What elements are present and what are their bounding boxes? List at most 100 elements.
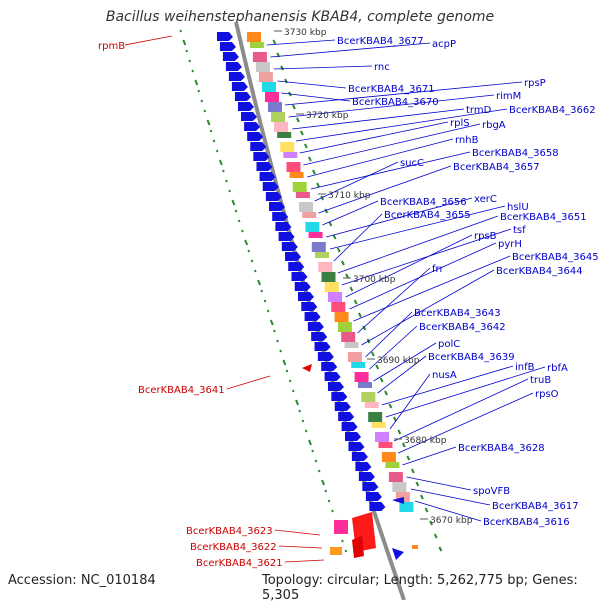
gc-skew-mark (285, 369, 289, 373)
forward-gene-label[interactable]: BcerKBAB4_3642 (419, 322, 506, 333)
forward-gene-label[interactable]: pyrH (498, 239, 522, 250)
gene-track (216, 32, 418, 560)
reverse-gene-label[interactable]: BcerKBAB4_3623 (186, 526, 273, 537)
gc-content-mark (370, 351, 375, 357)
reverse-gene-label[interactable]: BcerKBAB4_3622 (190, 542, 277, 553)
gc-content-mark (349, 286, 354, 292)
gene-feature-block (347, 352, 362, 362)
gene-feature-block (258, 72, 273, 82)
forward-gene-label[interactable]: BcerKBAB4_3628 (458, 443, 545, 454)
forward-gene-label[interactable]: BcerKBAB4_3643 (414, 308, 501, 319)
gc-skew-mark (266, 309, 270, 313)
forward-gene-arrow (247, 132, 264, 141)
forward-gene-arrow (358, 472, 375, 481)
forward-gene-label[interactable]: rpsP (524, 78, 546, 89)
reverse-gene-label[interactable]: BcerKBAB4_3621 (196, 558, 283, 569)
gc-skew-mark (282, 359, 287, 366)
leader-line (299, 121, 449, 154)
gc-content-mark (316, 182, 320, 188)
forward-gene-label[interactable]: acpP (432, 39, 456, 50)
forward-gene-label[interactable]: BcerKBAB4_3677 (337, 36, 424, 47)
gc-skew-mark (324, 489, 328, 493)
forward-gene-arrow (256, 162, 273, 171)
leader-line (345, 234, 473, 298)
forward-gene-label[interactable]: BcerKBAB4_3639 (428, 352, 515, 363)
forward-gene-arrow (392, 548, 404, 560)
gc-skew-mark (225, 179, 228, 183)
forward-gene-label[interactable]: frr (432, 264, 444, 275)
forward-gene-label[interactable]: BcerKBAB4_3644 (496, 266, 583, 277)
gc-content-mark (332, 234, 337, 240)
forward-gene-arrow (369, 502, 386, 511)
gc-skew-mark (311, 449, 314, 453)
gc-content-mark (336, 247, 341, 253)
forward-gene-label[interactable]: nusA (432, 370, 457, 381)
reverse-gene-label[interactable]: BcerKBAB4_3641 (138, 385, 225, 396)
forward-gene-label[interactable]: rnc (374, 62, 390, 73)
forward-gene-arrow (294, 282, 311, 291)
gc-content-mark (401, 442, 406, 448)
forward-gene-label[interactable]: BcerKBAB4_3617 (492, 501, 579, 512)
forward-gene-label[interactable]: BcerKBAB4_3671 (348, 84, 435, 95)
gene-feature-block (399, 502, 414, 512)
forward-gene-label[interactable]: BcerKBAB4_3670 (352, 97, 439, 108)
forward-gene-label[interactable]: rnhB (455, 135, 479, 146)
gc-content-mark (397, 429, 402, 435)
scale-label: 3700 kbp (353, 275, 396, 285)
gc-skew-mark (209, 129, 213, 133)
forward-gene-label[interactable]: BcerKBAB4_3616 (483, 517, 570, 528)
forward-gene-label[interactable]: BcerKBAB4_3645 (512, 252, 599, 263)
gene-feature-block (331, 302, 346, 312)
scale-label: 3720 kbp (306, 111, 349, 121)
forward-gene-label[interactable]: rbfA (547, 363, 568, 374)
gc-skew-mark (237, 219, 241, 223)
forward-gene-arrow (219, 42, 236, 51)
forward-gene-arrow (275, 222, 292, 231)
gc-content-mark (415, 481, 420, 487)
forward-gene-label[interactable]: infB (515, 362, 535, 373)
gc-skew-mark (203, 109, 207, 113)
gc-skew-mark (218, 159, 223, 166)
leader-line (406, 476, 472, 491)
gene-feature-block (361, 392, 376, 402)
forward-gene-label[interactable]: sucC (400, 158, 424, 169)
gene-feature-block (371, 422, 386, 428)
forward-gene-label[interactable]: hslU (507, 202, 529, 213)
forward-gene-label[interactable]: BcerKBAB4_3662 (509, 105, 596, 116)
forward-gene-label[interactable]: rbgA (482, 120, 506, 131)
gc-skew-mark (197, 89, 201, 93)
forward-gene-arrow (269, 202, 286, 211)
forward-gene-label[interactable]: rpsB (474, 231, 497, 242)
forward-gene-label[interactable]: trmD (466, 105, 492, 116)
leader-line (393, 378, 529, 442)
forward-gene-label[interactable]: tsf (513, 225, 526, 236)
leader-line (310, 151, 471, 190)
reverse-gene-label[interactable]: rpmB (98, 41, 125, 52)
forward-gene-label[interactable]: BcerKBAB4_3658 (472, 148, 559, 159)
gc-skew-mark (253, 269, 257, 273)
forward-gene-label[interactable]: rpsO (535, 389, 559, 400)
forward-gene-label[interactable]: BcerKBAB4_3655 (384, 210, 471, 221)
forward-gene-label[interactable]: polC (438, 339, 460, 350)
forward-gene-label[interactable]: spoVFB (473, 486, 510, 497)
leader-line (318, 165, 452, 214)
reverse-gene-arrows-2 (352, 536, 364, 558)
forward-gene-label[interactable]: BcerKBAB4_3651 (500, 212, 587, 223)
forward-gene-label[interactable]: BcerKBAB4_3657 (453, 162, 540, 173)
gene-feature-block (277, 132, 292, 138)
forward-gene-label[interactable]: BcerKBAB4_3656 (380, 197, 467, 208)
forward-gene-label[interactable]: truB (530, 375, 551, 386)
forward-gene-label[interactable]: rimM (496, 91, 521, 102)
gc-skew-mark (341, 539, 344, 543)
gc-content-mark (384, 390, 388, 396)
gc-skew-mark (234, 209, 238, 213)
gc-content-mark (433, 533, 438, 539)
forward-gene-arrow (365, 492, 382, 501)
gc-content-mark (353, 299, 358, 305)
forward-gene-label[interactable]: xerC (474, 194, 497, 205)
gc-content-mark (284, 78, 288, 84)
forward-gene-arrow (307, 322, 324, 331)
forward-gene-label[interactable]: rplS (450, 118, 470, 129)
gc-skew-mark (250, 259, 254, 263)
gc-content-mark (375, 364, 380, 370)
